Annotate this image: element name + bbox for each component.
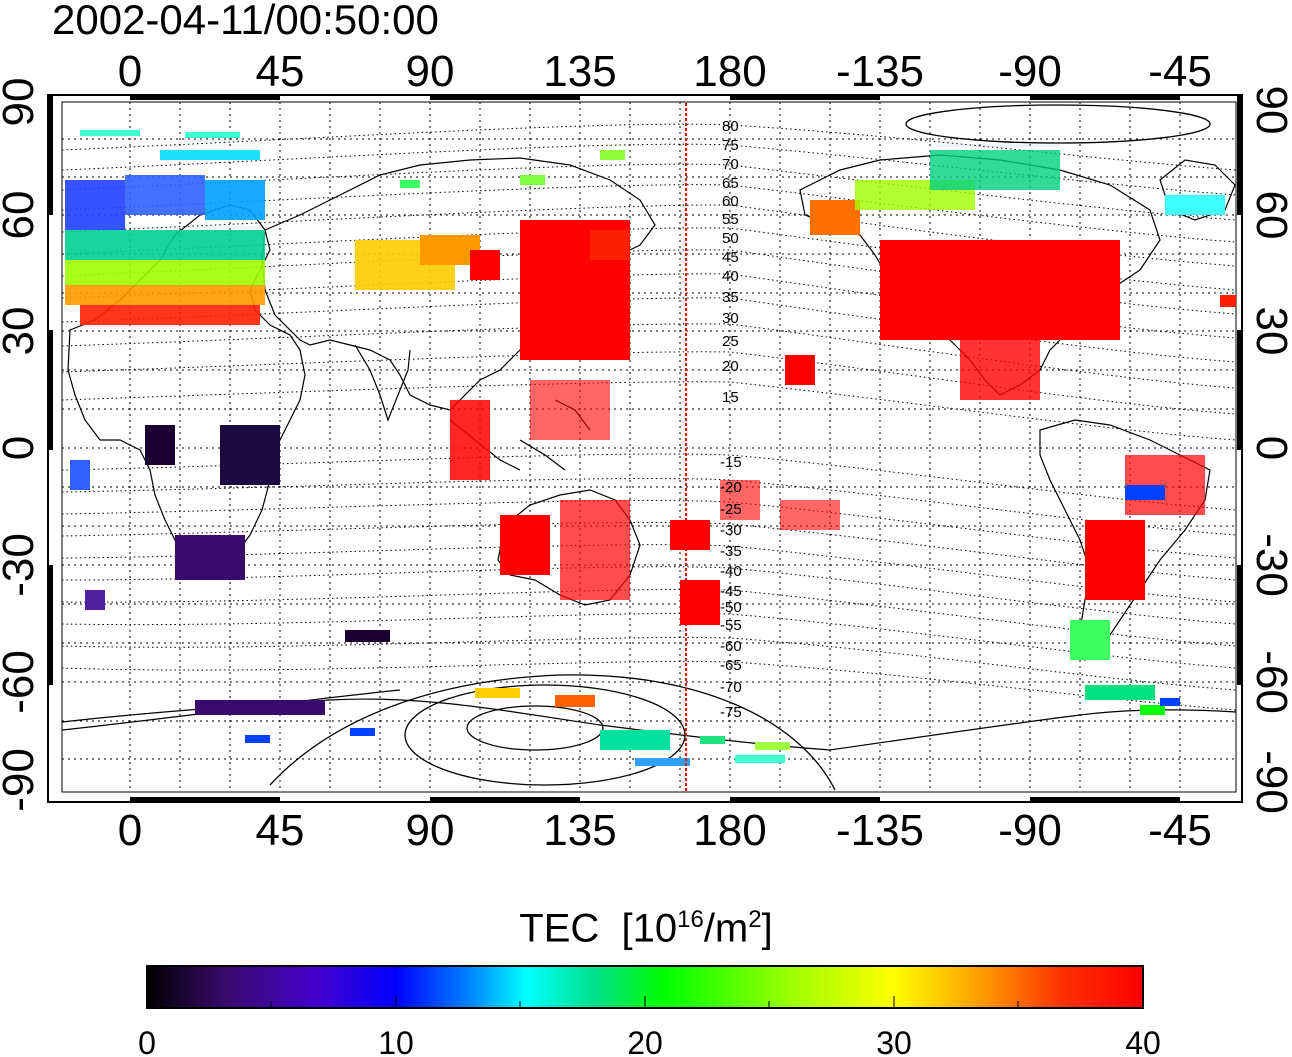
contour-label: -60 — [720, 638, 742, 655]
right-tick-label: 0 — [1247, 436, 1292, 460]
left-tick-label: 90 — [0, 78, 43, 127]
colorbar-unit-pre: [10 — [621, 906, 678, 951]
colorbar-tick-label: 10 — [378, 1025, 414, 1057]
contour-label: 45 — [722, 249, 739, 266]
contour-label: 65 — [722, 175, 739, 192]
top-axis-labels: 0 45 90 135 180 -135 -90 -45 — [118, 47, 1212, 96]
right-tick-label: -60 — [1247, 650, 1292, 714]
left-tick-label: -30 — [0, 533, 43, 597]
colorbar-unit-post: ] — [761, 906, 773, 951]
top-tick-label: 135 — [543, 47, 616, 96]
colorbar-tick-label: 20 — [627, 1025, 663, 1057]
contour-label: 15 — [722, 389, 739, 406]
left-tick-label: 60 — [0, 191, 43, 240]
top-tick-label: 0 — [118, 47, 142, 96]
contour-label: -55 — [720, 617, 742, 634]
right-tick-label: 30 — [1247, 307, 1292, 356]
contour-labels: 80 75 70 65 60 55 50 45 40 35 30 25 20 1… — [720, 118, 742, 721]
contour-label: -65 — [720, 657, 742, 674]
right-tick-label: -90 — [1247, 750, 1292, 814]
left-tick-label: -90 — [0, 748, 43, 812]
right-tick-label: 90 — [1247, 86, 1292, 135]
contour-label: -50 — [720, 599, 742, 616]
contour-label: -15 — [720, 454, 742, 471]
bottom-tick-label: 0 — [118, 806, 142, 855]
contour-label: -25 — [720, 501, 742, 518]
contour-label: -20 — [720, 479, 742, 496]
contour-label: 60 — [722, 193, 739, 210]
contour-label: 75 — [722, 137, 739, 154]
colorbar-unit-mid: /m — [703, 906, 749, 951]
contour-label: 50 — [722, 230, 739, 247]
contour-label: 70 — [722, 156, 739, 173]
left-tick-label: -60 — [0, 650, 43, 714]
right-tick-label: 60 — [1247, 191, 1292, 240]
contour-label: 30 — [722, 310, 739, 327]
contour-label: 35 — [722, 289, 739, 306]
contour-label: -70 — [720, 679, 742, 696]
colorbar-title-main: TEC — [519, 906, 600, 951]
tec-observations — [65, 130, 1236, 766]
magnetic-contours — [61, 123, 1237, 711]
contour-label: 55 — [722, 211, 739, 228]
top-tick-label: 180 — [693, 47, 766, 96]
contour-label: -75 — [720, 704, 742, 721]
bottom-tick-label: -45 — [1148, 806, 1212, 855]
colorbar-unit-exp: 16 — [677, 906, 704, 933]
bottom-tick-label: 90 — [406, 806, 455, 855]
top-tick-label: -90 — [998, 47, 1062, 96]
right-tick-label: -30 — [1247, 533, 1292, 597]
contour-label: -45 — [720, 583, 742, 600]
contour-label: -40 — [720, 563, 742, 580]
bottom-tick-label: 135 — [543, 806, 616, 855]
bottom-tick-label: 45 — [256, 806, 305, 855]
top-tick-label: -45 — [1148, 47, 1212, 96]
left-axis-labels: 90 60 30 0 -30 -60 -90 — [0, 78, 43, 812]
top-tick-label: 45 — [256, 47, 305, 96]
bottom-tick-label: -90 — [998, 806, 1062, 855]
bottom-tick-label: -135 — [836, 806, 924, 855]
colorbar-unit-exp2: 2 — [748, 906, 762, 933]
left-tick-label: 30 — [0, 307, 43, 356]
bottom-tick-label: 180 — [693, 806, 766, 855]
contour-label: 80 — [722, 118, 739, 135]
map-title: 2002-04-11/00:50:00 — [52, 0, 439, 43]
colorbar-tick-label: 0 — [138, 1025, 156, 1057]
top-tick-label: -135 — [836, 47, 924, 96]
colorbar-tick-label: 40 — [1125, 1025, 1161, 1057]
colorbar-title: TEC [1016/m2] — [0, 906, 1292, 951]
contour-label: -35 — [720, 543, 742, 560]
contour-label: 40 — [722, 268, 739, 285]
contour-label: 20 — [722, 358, 739, 375]
contour-label: 25 — [722, 333, 739, 350]
colorbar-tick-label: 30 — [876, 1025, 912, 1057]
top-tick-label: 90 — [406, 47, 455, 96]
right-axis-labels: 90 60 30 0 -30 -60 -90 — [1247, 86, 1292, 814]
colorbar-labels: 0 10 20 30 40 — [138, 1025, 1161, 1057]
left-tick-label: 0 — [0, 436, 43, 460]
bottom-axis-labels: 0 45 90 135 180 -135 -90 -45 — [118, 806, 1212, 855]
colorbar-ticks — [270, 996, 1019, 1008]
contour-label: -30 — [720, 522, 742, 539]
